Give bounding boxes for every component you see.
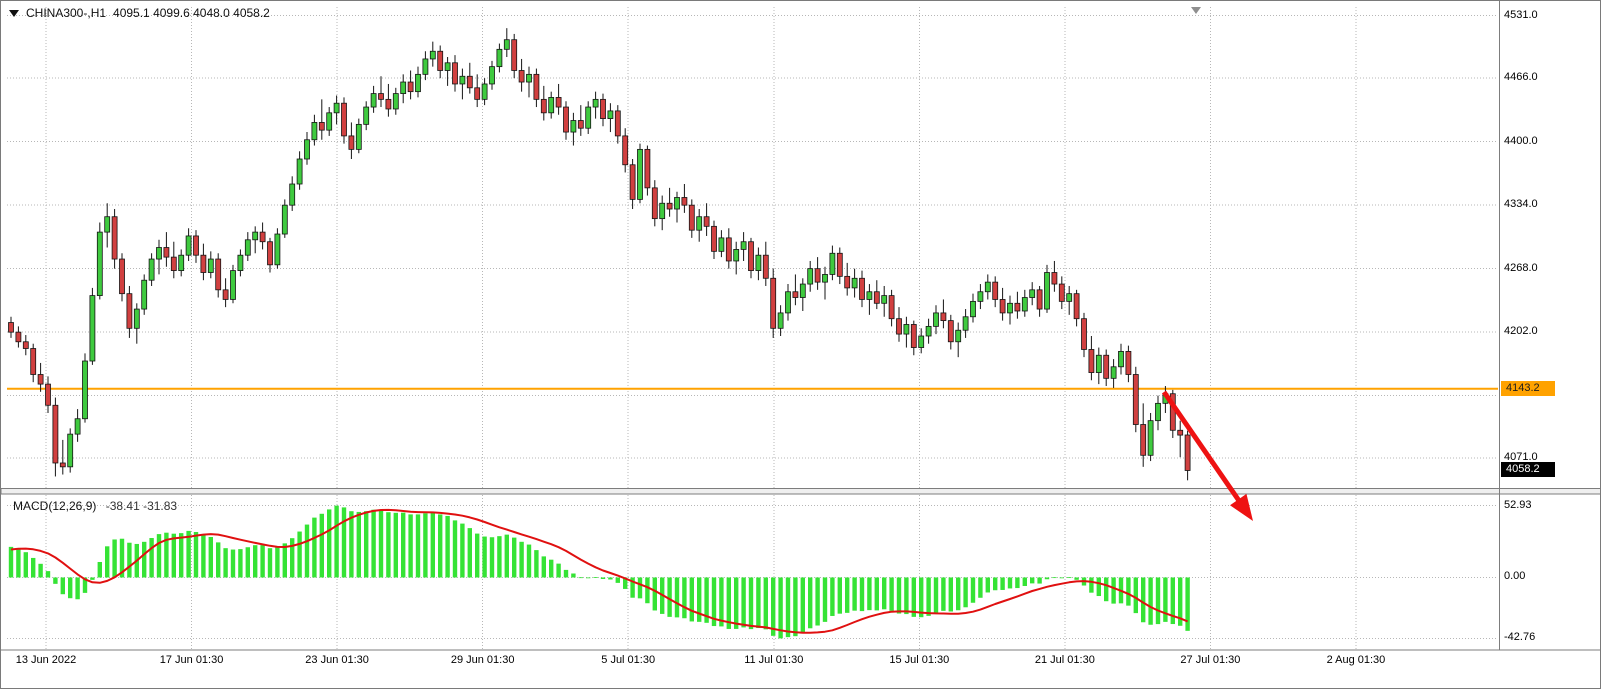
time-tick-label: 23 Jun 01:30 — [305, 654, 369, 666]
macd-signal-line — [10, 508, 1188, 634]
time-tick-label: 29 Jun 01:30 — [450, 654, 515, 666]
price-tick-label: 4071.0 — [1504, 451, 1538, 464]
chart-menu-triangle-icon[interactable] — [9, 9, 19, 17]
chart-shift-marker-icon[interactable] — [1191, 7, 1201, 14]
current-price-badge: 4058.2 — [1501, 462, 1555, 478]
macd-indicator-label: MACD(12,26,9) — [13, 499, 97, 513]
macd-tick-label: 0.00 — [1504, 570, 1526, 583]
time-tick-label: 15 Jul 01:30 — [889, 654, 950, 666]
macd-tick-label: 52.93 — [1504, 498, 1532, 511]
time-tick-label: 17 Jun 01:30 — [159, 654, 224, 666]
ohlc-values-label: 4095.1 4099.6 4048.0 4058.2 — [113, 6, 270, 20]
price-tick-label: 4531.0 — [1504, 8, 1538, 21]
price-tick-label: 4334.0 — [1504, 198, 1538, 211]
time-tick-label: 2 Aug 01:30 — [1326, 654, 1386, 666]
price-tick-label: 4202.0 — [1504, 325, 1538, 338]
macd-tick-label: -42.76 — [1504, 631, 1536, 644]
price-tick-label: 4466.0 — [1504, 71, 1538, 84]
hline-price-badge: 4143.2 — [1501, 380, 1555, 396]
panel-divider[interactable] — [1, 488, 1601, 495]
time-tick-label: 13 Jun 2022 — [15, 654, 77, 666]
macd-caption: MACD(12,26,9) -38.41 -31.83 — [13, 499, 177, 513]
time-tick-label: 27 Jul 01:30 — [1180, 654, 1241, 666]
chart-title: CHINA300-,H1 4095.1 4099.6 4048.0 4058.2 — [9, 6, 270, 20]
panel-frame — [1, 1, 1601, 651]
candles-layer — [8, 28, 1191, 481]
gridlines — [7, 7, 1498, 649]
macd-histogram — [8, 505, 1190, 639]
symbol-period-label: CHINA300-,H1 — [26, 6, 107, 20]
time-tick-label: 11 Jul 01:30 — [744, 654, 804, 666]
time-tick-label: 21 Jul 01:30 — [1034, 654, 1095, 666]
price-tick-label: 4268.0 — [1504, 261, 1538, 274]
time-tick-label: 5 Jul 01:30 — [601, 654, 656, 666]
price-tick-label: 4400.0 — [1504, 134, 1538, 147]
macd-indicator-values: -38.41 -31.83 — [105, 499, 178, 513]
trend-arrow[interactable] — [1161, 390, 1253, 521]
